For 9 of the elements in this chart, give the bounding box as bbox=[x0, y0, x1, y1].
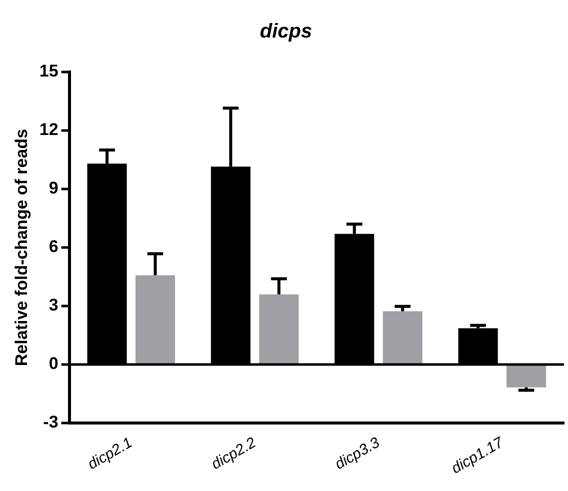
y-tick-label: 6 bbox=[48, 237, 58, 256]
y-tick-label: 0 bbox=[48, 354, 58, 374]
y-tick-label: 9 bbox=[48, 178, 58, 198]
y-axis-title: Relative fold-change of reads bbox=[12, 128, 31, 366]
y-tick-label: -3 bbox=[43, 412, 58, 432]
y-tick-label: 15 bbox=[39, 62, 58, 81]
chart-title: dicps bbox=[260, 20, 312, 43]
y-tick-label: 12 bbox=[39, 120, 58, 140]
y-tick-label: 3 bbox=[48, 296, 58, 315]
